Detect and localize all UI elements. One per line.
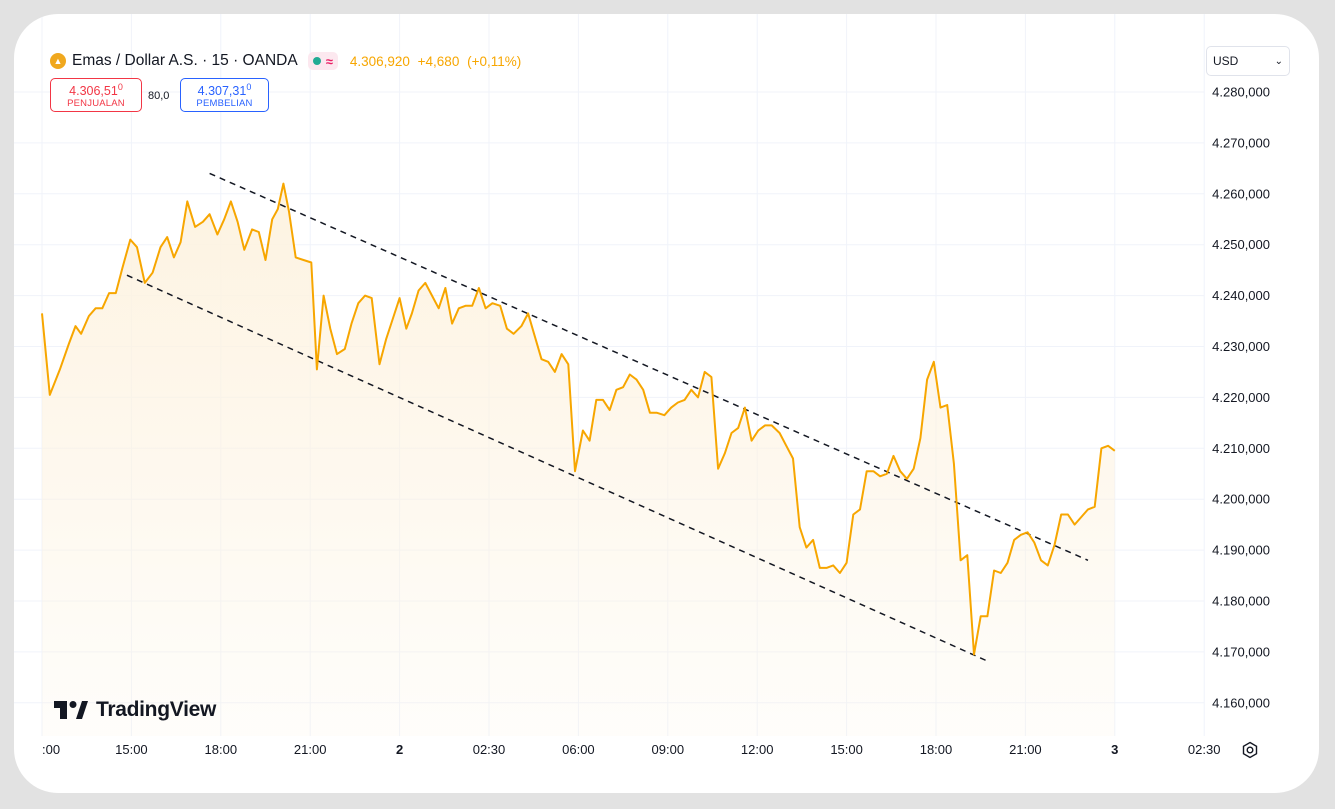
last-price: 4.306,920 [349,53,410,69]
legend-row: ▲ Emas / Dollar A.S. · 15 · OANDA ≈ 4.30… [50,50,525,72]
sell-label: PENJUALAN [67,98,125,110]
trendline-1 [126,274,990,663]
x-tick-label-2: 18:00 [205,742,238,757]
price-change: +4,680 [417,53,460,69]
price-area [42,183,1115,737]
logo-text: TradingView [96,698,217,721]
x-axis[interactable]: :00 15:00 18:00 21:00 2 02:30 06:00 09:00 12:00 1… [42,742,1220,757]
price-chart[interactable]: 4.280,000 4.270,000 4.260,000 4.250,000 4.24… [14,14,1319,793]
trendline-0 [209,172,1089,561]
sell-price: 4.306,510 [69,81,123,99]
x-tick-label-7: 09:00 [652,742,685,757]
tradingview-logo-icon [54,701,88,719]
gold-coin-icon[interactable]: ▲ [50,53,66,69]
y-tick-label-10: 4.180,000 [1212,594,1270,609]
spread-value: 80,0 [148,90,170,102]
y-tick-label-11: 4.170,000 [1212,644,1270,659]
gear-icon[interactable] [1240,740,1260,760]
buy-price: 4.307,310 [197,81,252,99]
trendlines [126,172,1089,663]
y-tick-label-6: 4.220,000 [1212,390,1270,405]
y-tick-label-8: 4.200,000 [1212,492,1270,507]
x-tick-label-8: 12:00 [741,742,774,757]
x-tick-label-11: 21:00 [1009,742,1042,757]
y-tick-label-5: 4.230,000 [1212,339,1270,354]
price-line[interactable] [41,182,1116,656]
x-tick-label-6: 06:00 [562,742,595,757]
x-tick-label-3: 21:00 [294,742,327,757]
currency-select[interactable]: USD ⌄ [1206,46,1290,76]
price-change-pct: (+0,11%) [467,53,522,69]
buy-label: PEMBELIAN [196,98,253,110]
chevron-down-icon: ⌄ [1274,55,1283,67]
x-tick-label-9: 15:00 [830,742,863,757]
status-badge[interactable]: ≈ [307,52,338,70]
y-tick-label-3: 4.250,000 [1212,237,1270,252]
y-tick-label-0: 4.280,000 [1212,85,1270,100]
x-tick-label-12: 3 [1111,742,1118,757]
y-tick-label-1: 4.270,000 [1212,135,1270,150]
market-open-dot-icon [312,57,321,65]
x-tick-label-4: 2 [396,742,403,757]
x-tick-label-13: 02:30 [1188,742,1221,757]
y-tick-label-7: 4.210,000 [1212,441,1270,456]
x-tick-label-10: 18:00 [920,742,953,757]
ohlc-values: 4.306,920 +4,680 (+0,11%) [350,54,525,69]
x-tick-label-0: :00 [42,742,60,757]
y-tick-label-2: 4.260,000 [1212,186,1270,201]
symbol-title[interactable]: Emas / Dollar A.S. · 15 · OANDA [72,52,298,69]
y-axis[interactable]: 4.280,000 4.270,000 4.260,000 4.250,000 4.24… [1212,85,1270,711]
delayed-data-wave-icon: ≈ [325,53,333,69]
sell-button[interactable]: 4.306,510 PENJUALAN [50,78,142,112]
x-tick-label-1: 15:00 [115,742,148,757]
y-tick-label-9: 4.190,000 [1212,543,1270,558]
buy-button[interactable]: 4.307,310 PEMBELIAN [180,78,269,112]
tradingview-logo[interactable]: TradingView [54,698,216,722]
y-tick-label-12: 4.160,000 [1212,695,1270,710]
x-tick-label-5: 02:30 [473,742,506,757]
y-tick-label-4: 4.240,000 [1212,288,1270,303]
currency-value: USD [1213,54,1239,68]
chart-frame: 4.280,000 4.270,000 4.260,000 4.250,000 4.24… [14,14,1319,793]
